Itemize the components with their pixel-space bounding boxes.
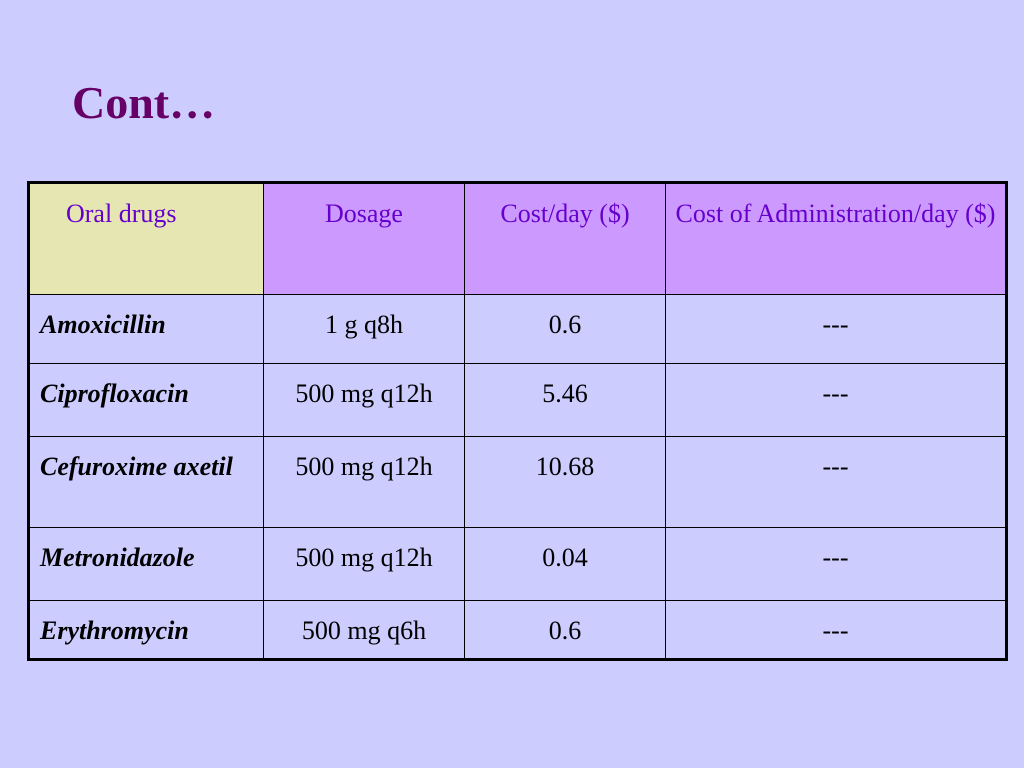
dosage-cell: 500 mg q6h bbox=[263, 600, 465, 660]
admin-cost-cell: --- bbox=[665, 294, 1007, 364]
drug-name-cell: Amoxicillin bbox=[28, 294, 264, 364]
table-row: Metronidazole 500 mg q12h 0.04 --- bbox=[28, 527, 1007, 601]
admin-cost-cell: --- bbox=[665, 363, 1007, 437]
table-header-row: Oral drugs Dosage Cost/day ($) Cost of A… bbox=[28, 182, 1007, 295]
admin-cost-cell: --- bbox=[665, 527, 1007, 601]
drug-name-cell: Metronidazole bbox=[28, 527, 264, 601]
header-cost-per-day: Cost/day ($) bbox=[464, 182, 666, 295]
cost-cell: 5.46 bbox=[464, 363, 666, 437]
drug-name-cell: Erythromycin bbox=[28, 600, 264, 660]
dosage-cell: 500 mg q12h bbox=[263, 436, 465, 528]
dosage-cell: 1 g q8h bbox=[263, 294, 465, 364]
header-oral-drugs: Oral drugs bbox=[28, 182, 264, 295]
table-row: Ciprofloxacin 500 mg q12h 5.46 --- bbox=[28, 363, 1007, 437]
cost-cell: 0.04 bbox=[464, 527, 666, 601]
admin-cost-cell: --- bbox=[665, 436, 1007, 528]
cost-cell: 10.68 bbox=[464, 436, 666, 528]
cost-cell: 0.6 bbox=[464, 294, 666, 364]
drug-name-cell: Cefuroxime axetil bbox=[28, 436, 264, 528]
header-dosage: Dosage bbox=[263, 182, 465, 295]
drug-name-cell: Ciprofloxacin bbox=[28, 363, 264, 437]
cost-cell: 0.6 bbox=[464, 600, 666, 660]
drug-cost-table: Oral drugs Dosage Cost/day ($) Cost of A… bbox=[27, 181, 1008, 661]
admin-cost-cell: --- bbox=[665, 600, 1007, 660]
dosage-cell: 500 mg q12h bbox=[263, 527, 465, 601]
dosage-cell: 500 mg q12h bbox=[263, 363, 465, 437]
table-row: Amoxicillin 1 g q8h 0.6 --- bbox=[28, 294, 1007, 364]
table-row: Erythromycin 500 mg q6h 0.6 --- bbox=[28, 600, 1007, 660]
table-row: Cefuroxime axetil 500 mg q12h 10.68 --- bbox=[28, 436, 1007, 528]
page-title: Cont… bbox=[72, 77, 216, 128]
header-cost-of-administration: Cost of Administration/day ($) bbox=[665, 182, 1007, 295]
